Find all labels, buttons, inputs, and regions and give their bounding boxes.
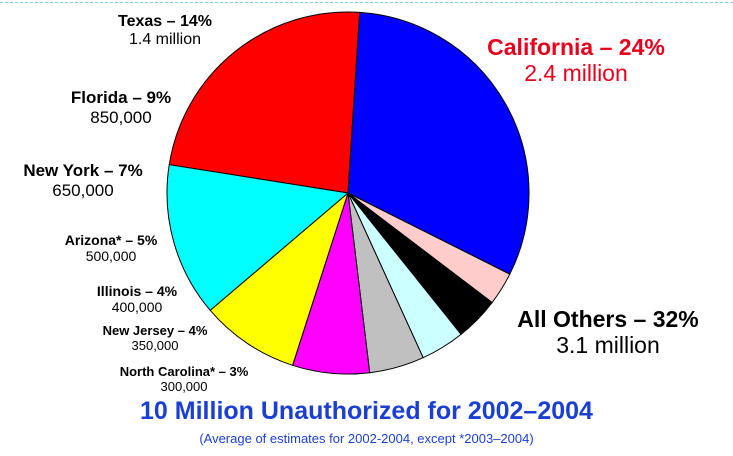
slice-label-florida: Florida – 9% 850,000 bbox=[46, 88, 196, 127]
slice-label-arizona: Arizona* – 5% 500,000 bbox=[36, 232, 186, 264]
slice-name: Arizona* – 5% bbox=[64, 232, 158, 248]
slice-label-new-jersey: New Jersey – 4% 350,000 bbox=[70, 323, 240, 354]
slice-value: 3.1 million bbox=[556, 332, 660, 359]
slice-name: North Carolina* – 3% bbox=[119, 364, 249, 379]
slice-value: 2.4 million bbox=[524, 60, 628, 87]
slice-name: All Others – 32% bbox=[517, 306, 699, 332]
pie-slice-all bbox=[347, 11, 530, 275]
pie-slice-texas bbox=[166, 164, 350, 312]
slice-label-north-carolina: North Carolina* – 3% 300,000 bbox=[74, 364, 294, 395]
chart-subtitle: (Average of estimates for 2002-2004, exc… bbox=[199, 431, 534, 446]
pie-slice-california bbox=[168, 11, 361, 194]
top-rule bbox=[0, 2, 733, 3]
slice-value: 400,000 bbox=[111, 299, 163, 316]
slice-value: 350,000 bbox=[131, 337, 179, 353]
slice-name: New Jersey – 4% bbox=[102, 323, 208, 338]
slice-label-california: California – 24% 2.4 million bbox=[476, 34, 676, 87]
chart-title: 10 Million Unauthorized for 2002–2004 bbox=[140, 397, 593, 425]
slice-value: 650,000 bbox=[52, 180, 114, 200]
slice-label-texas: Texas – 14% 1.4 million bbox=[90, 13, 240, 50]
slice-value: 850,000 bbox=[90, 107, 152, 127]
pie-slice-florida bbox=[209, 191, 350, 366]
slice-label-new-york: New York – 7% 650,000 bbox=[8, 161, 158, 200]
slice-name: New York – 7% bbox=[23, 161, 143, 180]
slice-name: California – 24% bbox=[487, 34, 665, 60]
slice-name: Illinois – 4% bbox=[96, 283, 178, 299]
slice-value: 300,000 bbox=[160, 378, 208, 394]
slice-value: 1.4 million bbox=[128, 31, 202, 49]
slice-name: Texas – 14% bbox=[118, 13, 212, 30]
slice-label-illinois: Illinois – 4% 400,000 bbox=[72, 283, 202, 315]
slice-value: 500,000 bbox=[85, 248, 137, 265]
slice-name: Florida – 9% bbox=[70, 88, 172, 107]
slice-label-all-others: All Others – 32% 3.1 million bbox=[488, 306, 728, 359]
